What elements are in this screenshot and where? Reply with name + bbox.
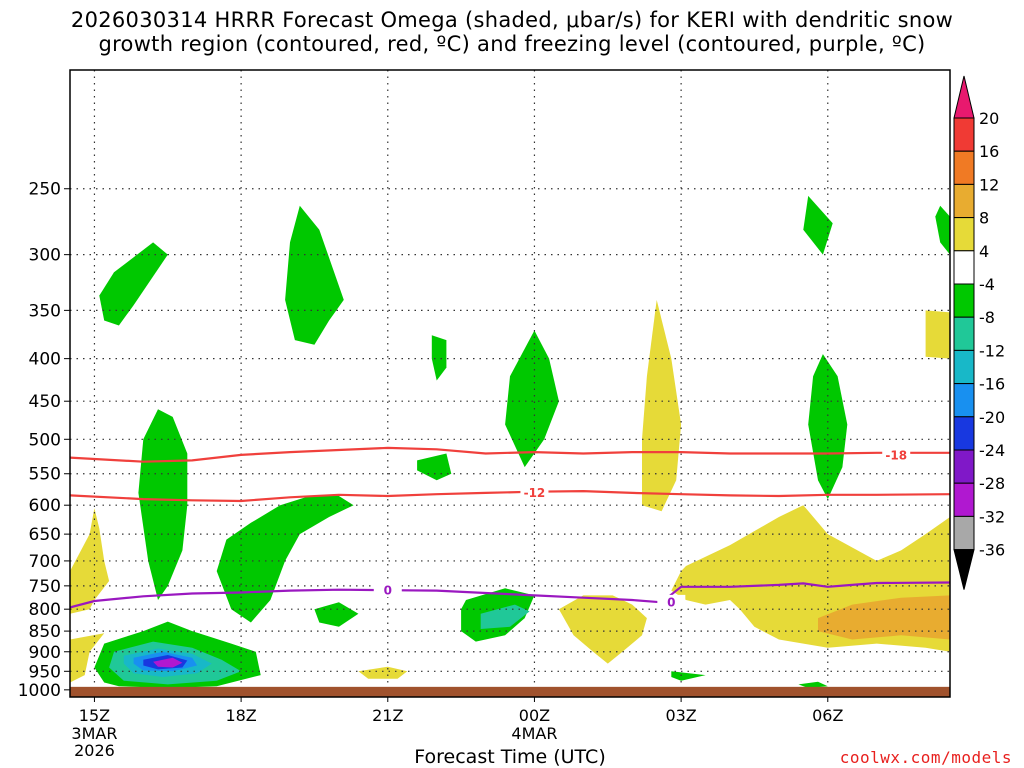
y-tick-label-950: 950 (29, 662, 61, 682)
y-tick-label-550: 550 (29, 465, 61, 485)
colorbar-label-1: 16 (979, 142, 999, 161)
colorbar-box-4 (953, 217, 975, 252)
colorbar-triangle-top (953, 75, 975, 119)
ground-fill (70, 686, 950, 697)
omega-region-5 (431, 335, 447, 381)
omega-region-1 (138, 409, 188, 600)
contour-label-bg--12-0 (520, 485, 549, 500)
x-tick-label-15Z: 15Z (79, 706, 110, 725)
contour--12 (70, 489, 950, 503)
y-tick-label-250: 250 (29, 180, 61, 200)
y-tick-label-400: 400 (29, 350, 61, 370)
contour-label--12-0: -12 (524, 486, 546, 500)
omega-region-3 (216, 496, 354, 623)
x-tick-label-06Z: 06Z (812, 706, 843, 725)
y-tick-label-800: 800 (29, 600, 61, 620)
colorbar-box-9 (953, 383, 975, 418)
colorbar-box-13 (953, 515, 975, 551)
colorbar-box-1 (953, 117, 975, 152)
omega-region-21 (818, 595, 950, 640)
contour-label--18-0: -18 (885, 448, 907, 462)
y-tick-label-850: 850 (29, 622, 61, 642)
x-tick-label-21Z: 21Z (372, 706, 403, 725)
omega-region-8 (480, 604, 530, 629)
colorbar-label-5: -4 (979, 275, 995, 294)
omega-region-15 (642, 299, 682, 512)
contour-label-bg-0-0 (373, 583, 402, 598)
omega-region-28 (153, 657, 183, 668)
y-tick-label-650: 650 (29, 525, 61, 545)
omega-region-20 (358, 666, 408, 679)
colorbar-box-11 (953, 449, 975, 484)
omega-region-10 (803, 195, 833, 255)
contour-label-bg--18-0 (882, 447, 911, 462)
y-tick-label-500: 500 (29, 430, 61, 450)
x-axis-title: Forecast Time (UTC) (414, 746, 606, 768)
contour--18 (70, 446, 950, 463)
colorbar-label-12: -32 (979, 507, 1005, 526)
contour-label-bg-0-1 (657, 594, 686, 609)
omega-region-0 (99, 242, 168, 326)
colorbar-box-2 (953, 150, 975, 185)
omega-region-22 (70, 633, 105, 683)
colorbar-box-7 (953, 316, 975, 351)
omega-region-4 (314, 602, 359, 627)
y-tick-label-350: 350 (29, 301, 61, 321)
colorbar-label-6: -8 (979, 308, 995, 327)
omega-region-9 (505, 330, 559, 468)
omega-region-6 (417, 453, 452, 481)
colorbar-label-10: -24 (979, 441, 1005, 460)
x-tick-label-00Z: 00Z (519, 706, 550, 725)
contour-label-0-0: 0 (384, 584, 392, 598)
chart-title: 2026030314 HRRR Forecast Omega (shaded, … (0, 8, 1024, 56)
y-tick-label-700: 700 (29, 552, 61, 572)
colorbar-box-6 (953, 283, 975, 318)
omega-region-13 (671, 671, 706, 681)
colorbar-box-10 (953, 416, 975, 451)
contour-0 (70, 581, 950, 609)
chart-title-line1: 2026030314 HRRR Forecast Omega (shaded, … (70, 8, 954, 32)
y-tick-label-600: 600 (29, 496, 61, 516)
omega-region-19 (558, 595, 647, 664)
colorbar-label-11: -28 (979, 474, 1005, 493)
x-tick-sublabel-2026: 2026 (74, 741, 115, 760)
colorbar-label-7: -12 (979, 341, 1005, 360)
colorbar-label-8: -16 (979, 375, 1005, 394)
colorbar-label-9: -20 (979, 408, 1005, 427)
y-tick-label-750: 750 (29, 577, 61, 597)
y-tick-label-1000: 1000 (18, 681, 61, 701)
chart-title-line2: growth region (contoured, red, ºC) and f… (98, 32, 926, 56)
omega-region-2 (285, 205, 344, 345)
x-tick-sublabel-4MAR: 4MAR (511, 724, 557, 743)
x-tick-label-18Z: 18Z (225, 706, 256, 725)
x-tick-sublabel-3MAR: 3MAR (71, 724, 117, 743)
omega-region-14 (798, 681, 828, 688)
colorbar-box-5 (953, 250, 975, 285)
plot-frame (69, 69, 951, 698)
colorbar-triangle-bottom (953, 549, 975, 590)
colorbar-box-3 (953, 183, 975, 219)
colorbar-label-0: 20 (979, 109, 999, 128)
colorbar-box-12 (953, 482, 975, 517)
colorbar-label-13: -36 (979, 541, 1005, 560)
omega-region-12 (808, 354, 848, 500)
x-tick-label-03Z: 03Z (665, 706, 696, 725)
colorbar-label-2: 12 (979, 175, 999, 194)
y-tick-label-900: 900 (29, 643, 61, 663)
y-tick-label-300: 300 (29, 246, 61, 266)
credit-link[interactable]: coolwx.com/models (839, 748, 1012, 767)
y-tick-label-450: 450 (29, 392, 61, 412)
colorbar-label-4: 4 (979, 242, 989, 261)
colorbar-box-8 (953, 349, 975, 385)
colorbar-label-3: 8 (979, 209, 989, 228)
omega-region-11 (935, 205, 950, 255)
contour-label-0-1: 0 (667, 595, 675, 609)
omega-region-16 (925, 310, 950, 359)
